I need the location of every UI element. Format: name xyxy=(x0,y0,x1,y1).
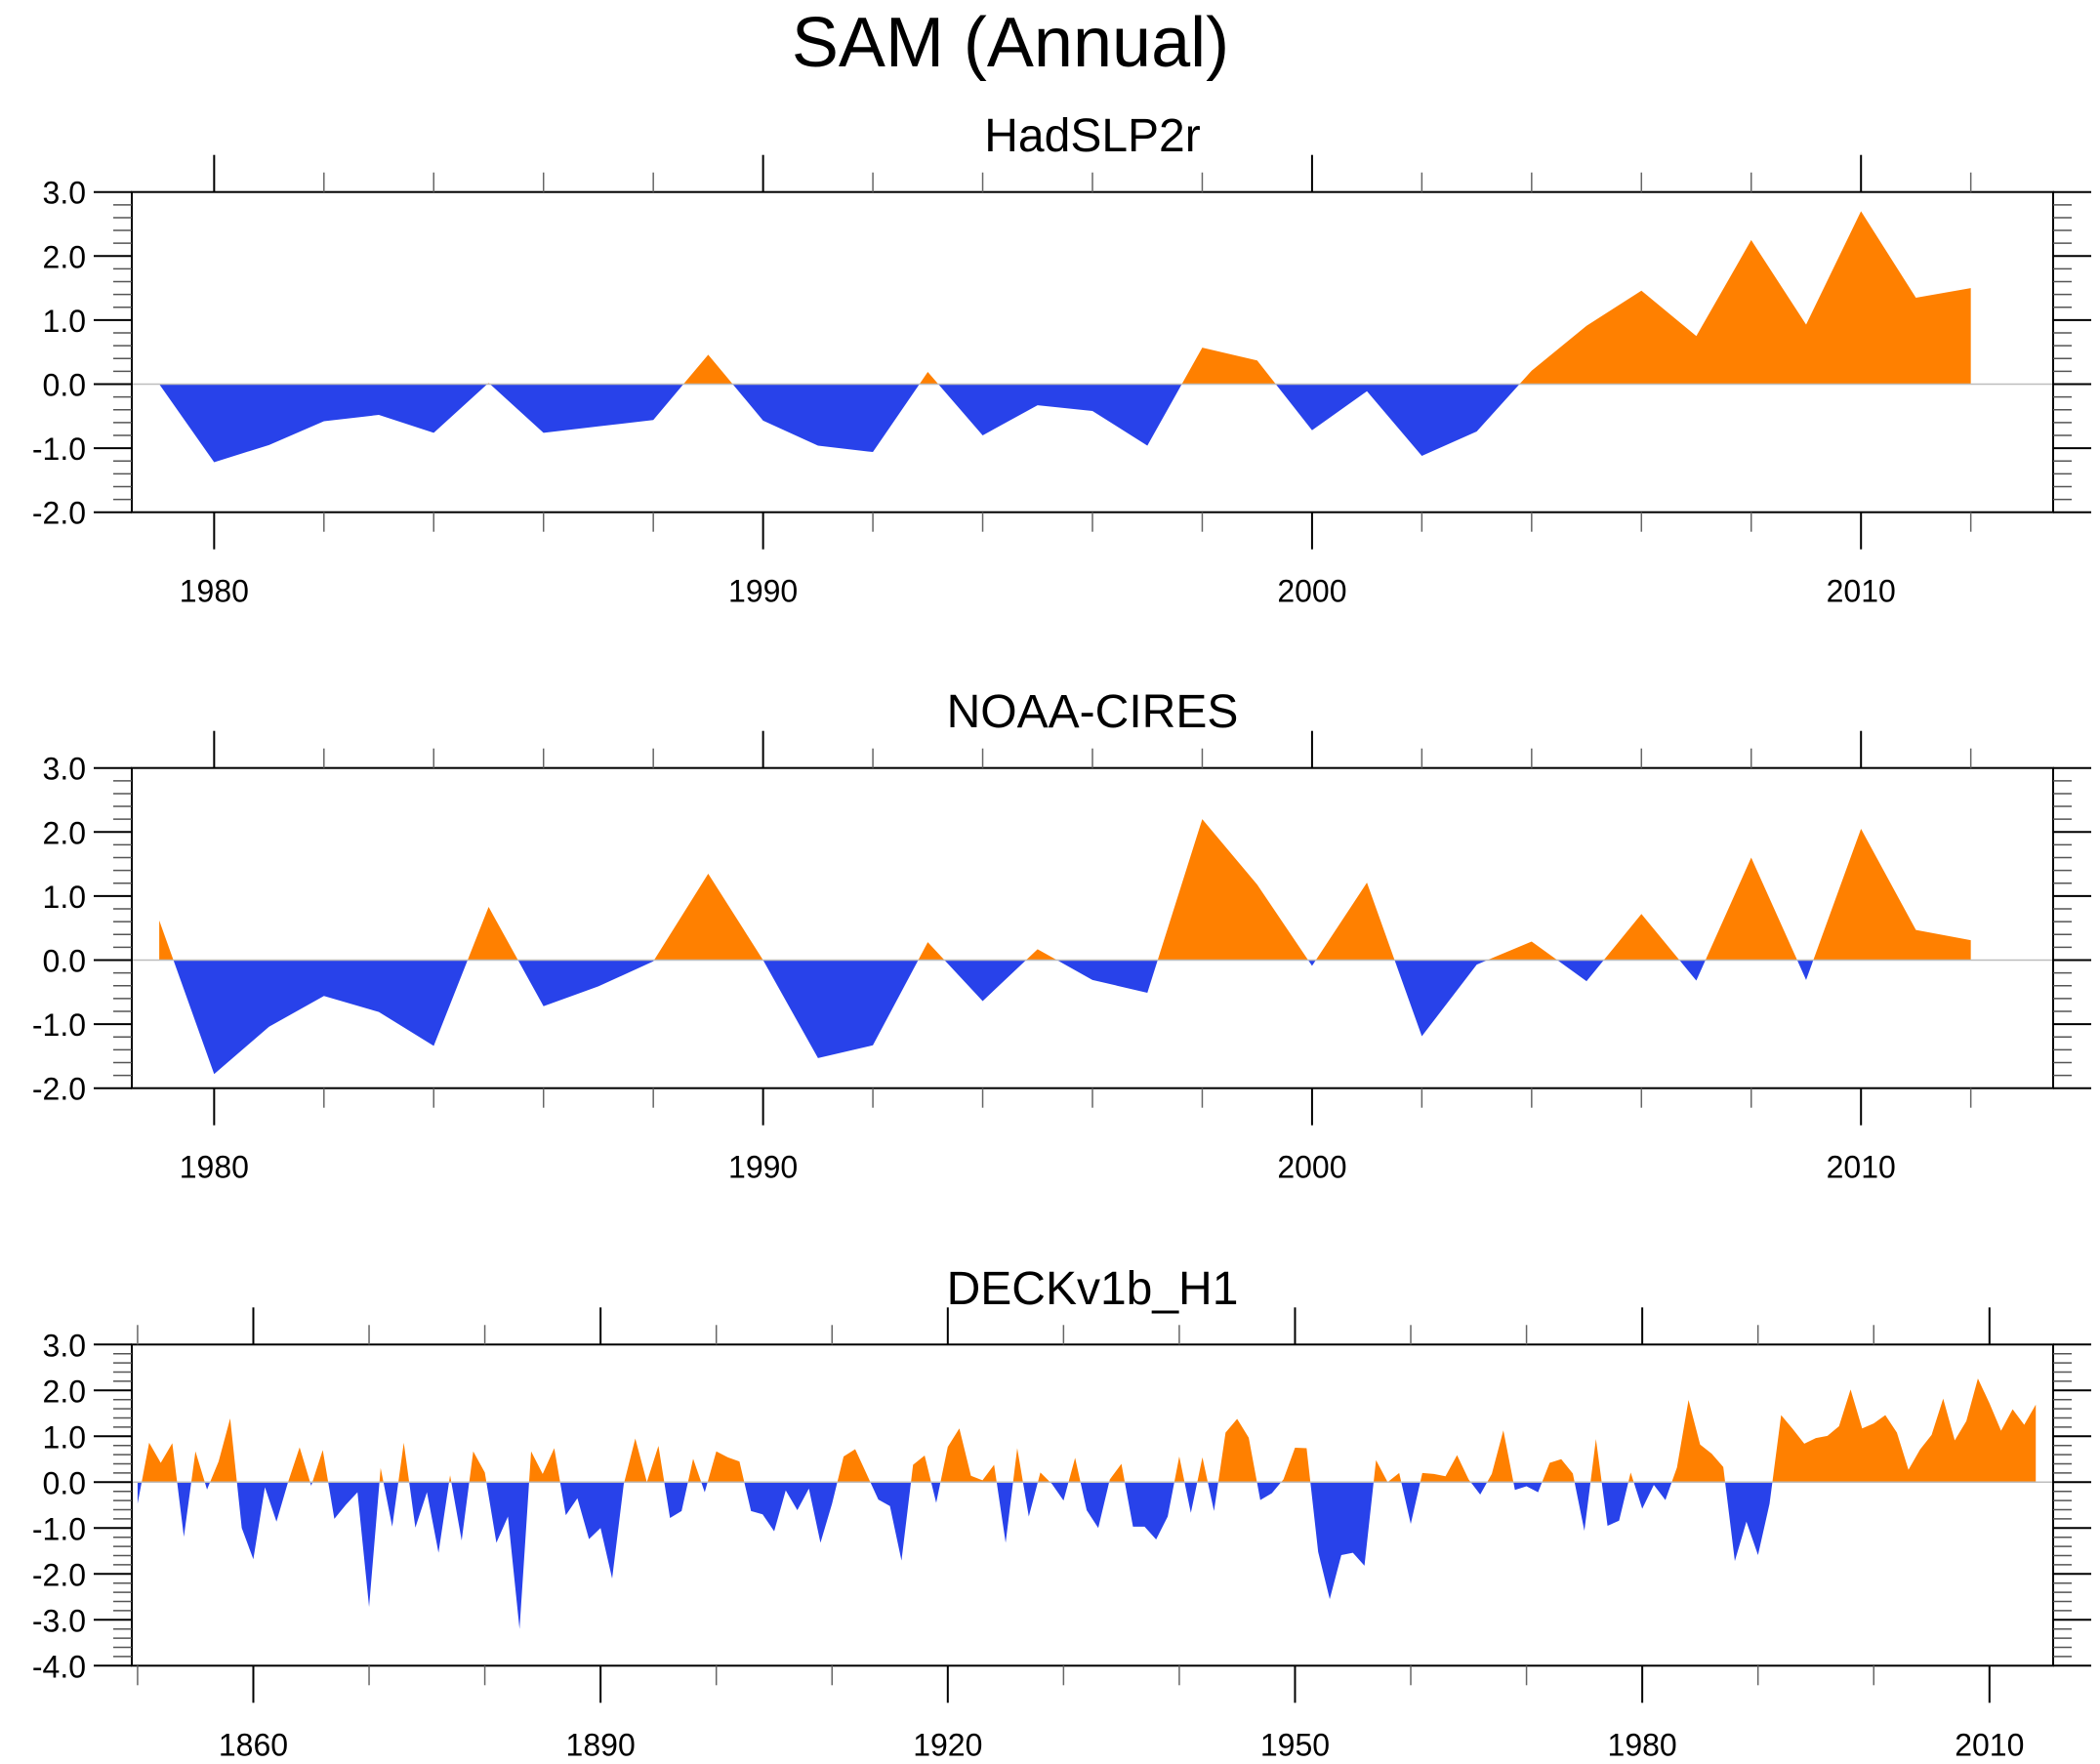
positive-area xyxy=(159,819,1971,961)
series-area xyxy=(159,211,1971,463)
panel-hadslp2r: HadSLP2r -2.0 -1.0 0.0 1.0 2.0 3.0 1980 1990 200… xyxy=(32,110,2091,609)
x-tick-label: 1890 xyxy=(566,1727,636,1762)
x-tick-label: 2010 xyxy=(1955,1727,2024,1762)
x-tick-label: 1860 xyxy=(219,1727,288,1762)
positive-area xyxy=(137,1378,2037,1483)
y-tick-label: -2.0 xyxy=(32,1557,86,1592)
negative-area xyxy=(159,384,1971,463)
positive-area xyxy=(159,211,1971,385)
y-tick-label: -3.0 xyxy=(32,1603,86,1638)
x-tick-label: 1980 xyxy=(1608,1727,1677,1762)
y-tick-label: 0.0 xyxy=(43,1465,86,1500)
x-tick-label: 2010 xyxy=(1827,574,1896,609)
panel-title: NOAA-CIRES xyxy=(947,686,1239,738)
y-tick-label: -4.0 xyxy=(32,1649,86,1684)
series-area xyxy=(159,819,1971,1075)
x-tick-label: 1950 xyxy=(1260,1727,1330,1762)
y-tick-label: 1.0 xyxy=(43,304,86,339)
panel-title: DECKv1b_H1 xyxy=(947,1263,1239,1315)
y-tick-label: 2.0 xyxy=(43,815,86,850)
x-tick-label: 1920 xyxy=(913,1727,982,1762)
x-tick-label: 1990 xyxy=(728,1150,798,1185)
y-tick-label: -2.0 xyxy=(32,1072,86,1107)
y-tick-label: -1.0 xyxy=(32,1511,86,1546)
x-tick-label: 1980 xyxy=(180,574,249,609)
y-tick-label: 2.0 xyxy=(43,239,86,274)
y-tick-label: 3.0 xyxy=(43,1328,86,1363)
panel-deckv1b-h1: DECKv1b_H1 -4.0 -3.0 -2.0 -1.0 0.0 1.0 2.0 3.0 1… xyxy=(32,1263,2091,1762)
negative-area xyxy=(137,1482,2037,1629)
y-tick-label: 1.0 xyxy=(43,1419,86,1455)
y-tick-label: -2.0 xyxy=(32,496,86,531)
y-tick-label: -1.0 xyxy=(32,1007,86,1043)
y-tick-label: 1.0 xyxy=(43,880,86,915)
x-tick-label: 1980 xyxy=(180,1150,249,1185)
figure-title: SAM (Annual) xyxy=(792,4,1229,82)
series-area xyxy=(137,1378,2037,1629)
y-tick-label: 0.0 xyxy=(43,368,86,403)
x-tick-label: 2010 xyxy=(1827,1150,1896,1185)
negative-area xyxy=(159,960,1971,1075)
x-tick-label: 1990 xyxy=(728,574,798,609)
panel-title: HadSLP2r xyxy=(984,110,1200,162)
y-tick-label: -1.0 xyxy=(32,431,86,467)
panel-noaa-cires: NOAA-CIRES -2.0 -1.0 0.0 1.0 2.0 3.0 1980 1990 2… xyxy=(32,686,2091,1185)
y-tick-label: 3.0 xyxy=(43,176,86,211)
plot-frame xyxy=(131,1343,2054,1667)
x-tick-label: 2000 xyxy=(1277,574,1346,609)
y-tick-label: 3.0 xyxy=(43,752,86,787)
y-tick-label: 0.0 xyxy=(43,944,86,979)
x-tick-label: 2000 xyxy=(1277,1150,1346,1185)
y-tick-label: 2.0 xyxy=(43,1374,86,1409)
